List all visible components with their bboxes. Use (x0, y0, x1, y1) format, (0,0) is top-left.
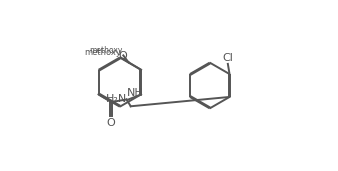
Text: methoxy: methoxy (89, 45, 122, 55)
Text: methoxy: methoxy (84, 48, 121, 57)
Text: H₂N: H₂N (106, 95, 127, 104)
Text: Cl: Cl (222, 52, 233, 63)
Text: O: O (119, 51, 127, 61)
Text: O: O (107, 118, 116, 128)
Text: NH: NH (127, 88, 144, 98)
